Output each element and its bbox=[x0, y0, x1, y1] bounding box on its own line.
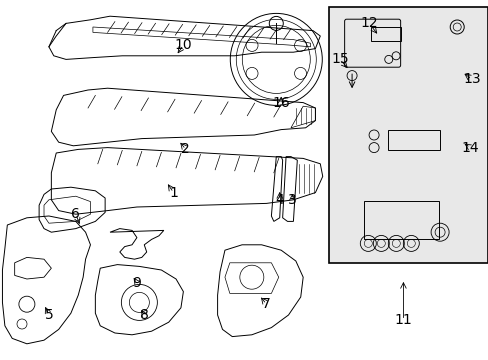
Text: 4: 4 bbox=[275, 193, 284, 207]
Text: 6: 6 bbox=[71, 207, 80, 221]
Text: 5: 5 bbox=[44, 308, 53, 322]
Text: 2: 2 bbox=[181, 143, 190, 156]
Text: 14: 14 bbox=[461, 141, 478, 154]
Bar bbox=[328, 7, 487, 263]
Text: 8: 8 bbox=[140, 308, 148, 322]
Text: 12: 12 bbox=[360, 17, 377, 30]
Text: 11: 11 bbox=[394, 314, 411, 327]
Bar bbox=[370, 27, 400, 41]
Text: 10: 10 bbox=[174, 38, 192, 52]
Text: 9: 9 bbox=[132, 276, 141, 289]
Bar bbox=[364, 201, 438, 239]
Text: 15: 15 bbox=[330, 53, 348, 66]
Text: 16: 16 bbox=[272, 96, 289, 109]
Text: 7: 7 bbox=[262, 297, 270, 311]
Text: 3: 3 bbox=[287, 193, 296, 207]
Text: 1: 1 bbox=[169, 186, 178, 199]
Bar bbox=[387, 130, 439, 150]
Text: 13: 13 bbox=[462, 72, 480, 86]
